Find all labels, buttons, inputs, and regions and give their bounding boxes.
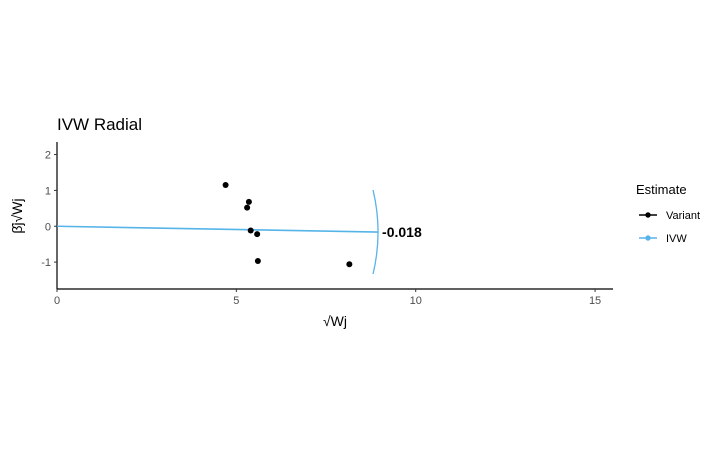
legend-label: IVW: [666, 233, 687, 245]
y-tick-label: -1: [41, 257, 51, 269]
legend-label: Variant: [666, 210, 700, 222]
variant-point: [346, 261, 353, 268]
legend-key-point: [645, 235, 651, 241]
variant-point: [254, 231, 261, 238]
variant-series: [222, 182, 353, 268]
x-tick-label: 10: [410, 295, 422, 307]
variant-point: [244, 204, 251, 211]
x-tick-label: 5: [233, 295, 239, 307]
legend: Estimate Variant IVW: [636, 182, 700, 245]
variant-point: [222, 182, 229, 189]
x-tick-label: 15: [589, 295, 601, 307]
chart-title: IVW Radial: [57, 115, 142, 134]
ivw-series: [56, 189, 379, 275]
y-tick-label: 1: [45, 185, 51, 197]
y-tick-label: 0: [45, 221, 51, 233]
legend-key-point: [645, 212, 651, 218]
variant-point: [254, 258, 261, 265]
x-axis-title: √Wj: [323, 313, 347, 329]
x-tick-label: 0: [54, 295, 60, 307]
legend-title: Estimate: [636, 182, 687, 197]
variant-point: [247, 227, 254, 234]
y-axis-title: β̂j√Wj: [9, 198, 25, 233]
ivw-estimate-label: -0.018: [382, 224, 422, 240]
variant-point: [245, 198, 252, 205]
ivw-line: [56, 225, 379, 233]
axes: 0 5 10 15 -1 0 1 2: [41, 142, 613, 307]
ivw-arc: [372, 189, 379, 275]
y-tick-label: 2: [45, 150, 51, 162]
